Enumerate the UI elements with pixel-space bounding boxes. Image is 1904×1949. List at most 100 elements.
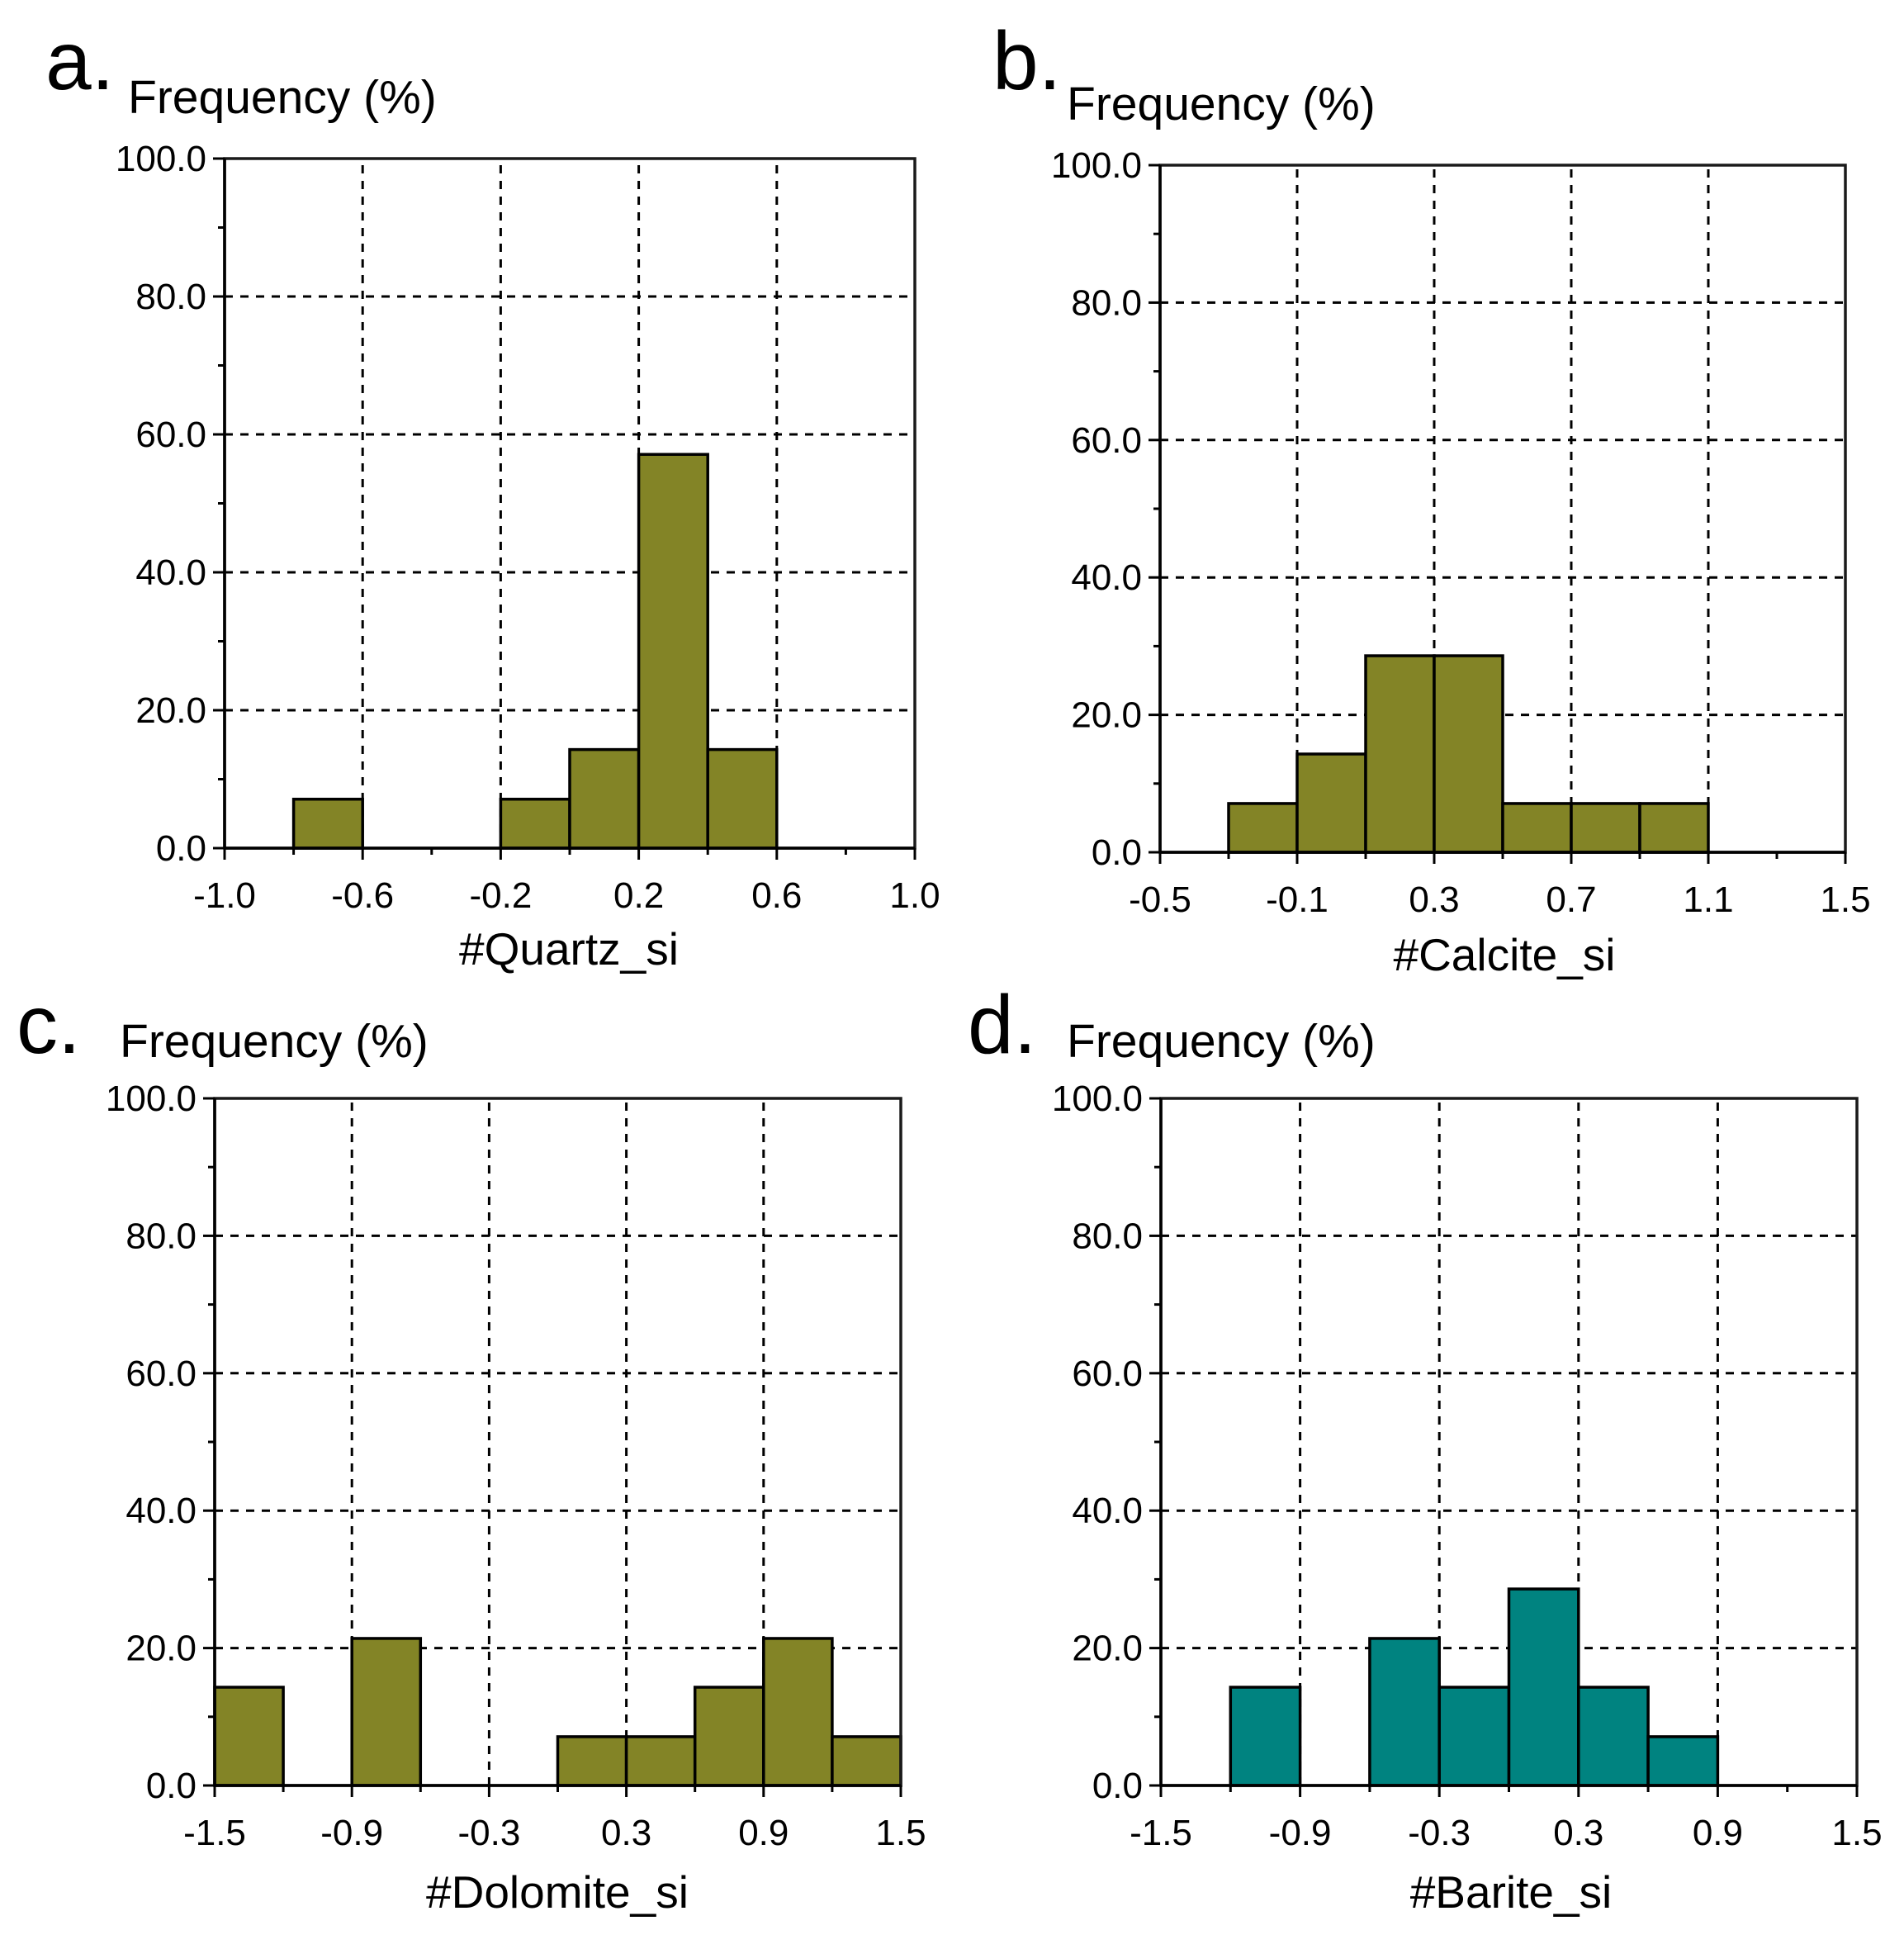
panel-c-bar-4 [693,1686,765,1787]
panel-c-bar-2 [556,1735,628,1787]
panel-a-bar-3 [637,453,709,850]
panel-b-bar-3 [1433,654,1504,854]
panel-b-x-tick-label-5: 1.5 [1820,880,1870,920]
panel-d-x-tick-label-0: -1.5 [1130,1813,1192,1853]
panel-a-x-ticks: -1.0 -0.6 -0.2 0.2 0.6 1.0 [193,848,940,916]
panel-b-grid [1160,165,1845,852]
panel-c-letter: c. [17,979,81,1071]
panel-b-x-tick-label-2: 0.3 [1409,880,1459,920]
panel-d-bar-3 [1507,1587,1580,1787]
panel-d-y-tick-label-3: 60.0 [1072,1354,1143,1394]
panel-b-bar-4 [1501,802,1573,854]
panel-a-y-tick-label-3: 60.0 [135,415,206,455]
panel-c-bar-1 [350,1637,423,1787]
panel-c: c. Frequency (%) 0.0 20.0 40.0 60.0 80.0 100.… [17,979,926,1918]
panel-d-x-axis-title: #Barite_si [1410,1866,1613,1918]
panel-b-bar-2 [1364,654,1436,854]
panel-d-bar-2 [1437,1686,1511,1787]
panel-b-y-ticks: 0.0 20.0 40.0 60.0 80.0 100.0 [1051,145,1160,873]
panel-b-x-axis-title: #Calcite_si [1393,929,1615,980]
panel-d-x-ticks: -1.5 -0.9 -0.3 0.3 0.9 1.5 [1130,1785,1883,1853]
panel-d-y-tick-label-5: 100.0 [1052,1079,1143,1119]
panel-d-y-tick-label-4: 80.0 [1072,1216,1143,1256]
panel-b-x-tick-label-0: -0.5 [1129,880,1191,920]
panel-a-bar-2 [568,747,641,850]
panel-d-y-tick-label-0: 0.0 [1092,1766,1143,1806]
panel-c-y-tick-label-4: 80.0 [126,1216,197,1256]
panel-b-y-axis-title: Frequency (%) [1067,78,1376,130]
panel-d-x-tick-label-3: 0.3 [1553,1813,1603,1853]
panel-a-x-tick-label-3: 0.2 [613,875,664,916]
panel-a-y-tick-label-1: 20.0 [135,690,206,731]
panel-b-bar-1 [1295,752,1367,854]
panel-c-bar-6 [831,1735,902,1787]
panel-a-bars [291,453,779,850]
panel-c-y-tick-label-3: 60.0 [126,1354,197,1394]
panel-a-letter: a. [45,15,114,107]
panel-c-bar-0 [213,1686,285,1787]
panel-d-y-ticks: 0.0 20.0 40.0 60.0 80.0 100.0 [1052,1079,1161,1806]
panel-d-y-tick-label-2: 40.0 [1072,1491,1143,1531]
panel-c-x-tick-label-2: -0.3 [457,1813,520,1853]
panel-b-y-tick-label-5: 100.0 [1051,145,1142,186]
panel-c-y-tick-label-1: 20.0 [126,1629,197,1669]
panel-d: d. Frequency (%) 0.0 20.0 40.0 60.0 80.0 100.… [968,979,1883,1918]
panel-a-y-tick-label-0: 0.0 [156,828,206,869]
panel-a-x-tick-label-4: 0.6 [751,875,802,916]
panel-b-bars [1227,654,1710,854]
panel-b-y-tick-label-2: 40.0 [1071,557,1142,598]
panel-c-x-tick-label-1: -0.9 [320,1813,383,1853]
panel-c-y-axis-title: Frequency (%) [120,1015,429,1068]
panel-a-y-axis-title: Frequency (%) [128,71,437,124]
panel-c-bar-3 [624,1735,697,1787]
panel-a-x-tick-label-5: 1.0 [889,875,940,916]
panel-b-y-tick-label-3: 60.0 [1071,420,1142,461]
panel-d-bar-0 [1229,1686,1302,1787]
panel-a-grid [225,159,915,848]
panel-c-x-tick-label-3: 0.3 [601,1813,651,1853]
panel-b-bar-0 [1227,802,1299,854]
panel-a-plot-frame [223,157,916,850]
panel-c-x-tick-label-4: 0.9 [738,1813,789,1853]
panel-c-y-tick-label-5: 100.0 [106,1079,197,1119]
panel-d-bar-5 [1646,1735,1720,1787]
panel-a-axes [223,157,916,850]
panel-b-y-tick-label-1: 20.0 [1071,695,1142,736]
panel-c-bars [213,1637,902,1787]
panel-a-x-tick-label-2: -0.2 [469,875,532,916]
panel-d-x-tick-label-2: -0.3 [1408,1813,1471,1853]
panel-d-bar-1 [1368,1637,1441,1787]
panel-c-y-ticks: 0.0 20.0 40.0 60.0 80.0 100.0 [106,1079,215,1806]
panel-d-bars [1229,1587,1720,1787]
panel-a-bar-0 [291,797,364,850]
panel-b-x-ticks: -0.5 -0.1 0.3 0.7 1.1 1.5 [1129,852,1871,920]
panel-b-y-tick-label-0: 0.0 [1092,832,1142,873]
panel-a-y-tick-label-4: 80.0 [135,277,206,317]
panel-d-bar-4 [1577,1686,1650,1787]
panel-a-y-tick-label-5: 100.0 [116,139,206,179]
panel-d-y-axis-title: Frequency (%) [1067,1015,1376,1068]
panel-a-bar-4 [706,747,779,850]
panel-a: a. Frequency (%) 0.0 20.0 40.0 60.0 80.0 100.… [45,15,940,974]
panel-d-x-tick-label-1: -0.9 [1269,1813,1332,1853]
panel-a-y-tick-label-2: 40.0 [135,552,206,593]
panel-c-x-tick-label-0: -1.5 [183,1813,246,1853]
panel-c-x-axis-title: #Dolomite_si [426,1866,689,1918]
panel-c-y-tick-label-2: 40.0 [126,1491,197,1531]
panel-c-x-tick-label-5: 1.5 [875,1813,926,1853]
panel-b-y-tick-label-4: 80.0 [1071,282,1142,323]
panel-b-letter: b. [992,15,1061,107]
panel-b-x-tick-label-3: 0.7 [1546,880,1596,920]
panel-a-x-tick-label-0: -1.0 [193,875,256,916]
panel-d-x-tick-label-4: 0.9 [1693,1813,1743,1853]
panel-b-bar-6 [1638,802,1710,854]
panel-a-bar-1 [499,797,571,850]
panel-c-bar-5 [762,1637,834,1787]
panel-a-x-tick-label-1: -0.6 [331,875,394,916]
panel-b-x-tick-label-1: -0.1 [1266,880,1329,920]
panel-b-bar-5 [1570,802,1641,854]
panel-c-y-tick-label-0: 0.0 [146,1766,197,1806]
panel-b: b. Frequency (%) 0.0 20.0 40.0 60.0 80.0 100.… [992,15,1871,980]
panel-a-y-ticks: 0.0 20.0 40.0 60.0 80.0 100.0 [116,139,225,869]
